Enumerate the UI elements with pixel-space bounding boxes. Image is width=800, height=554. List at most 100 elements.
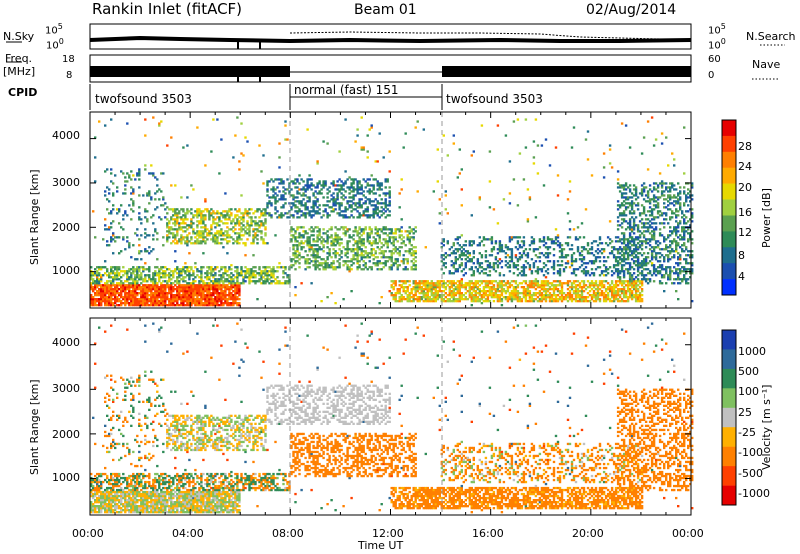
heatmap-cell bbox=[218, 292, 221, 295]
heatmap-cell bbox=[112, 272, 115, 275]
heatmap-cell bbox=[312, 238, 315, 241]
heatmap-cell bbox=[290, 258, 293, 261]
heatmap-cell bbox=[258, 224, 261, 227]
heatmap-cell bbox=[228, 208, 231, 211]
heatmap-cell bbox=[386, 204, 389, 207]
heatmap-cell bbox=[602, 176, 606, 179]
heatmap-cell bbox=[346, 252, 349, 255]
heatmap-cell bbox=[196, 288, 199, 291]
heatmap-cell bbox=[592, 274, 596, 277]
heatmap-cell bbox=[110, 270, 113, 273]
heatmap-cell bbox=[608, 148, 612, 151]
noise-right-tick-top: 105 bbox=[708, 22, 726, 37]
heatmap-cell bbox=[598, 292, 602, 295]
heatmap-cell bbox=[394, 298, 397, 301]
heatmap-cell bbox=[282, 206, 285, 209]
heatmap-cell bbox=[556, 244, 560, 247]
heatmap-cell bbox=[194, 276, 197, 279]
heatmap-cell bbox=[128, 278, 131, 281]
heatmap-cell bbox=[432, 282, 435, 285]
heatmap-cell bbox=[320, 240, 323, 243]
heatmap-cell bbox=[576, 296, 580, 299]
heatmap-cell bbox=[594, 250, 598, 253]
heatmap-cell bbox=[236, 282, 239, 285]
heatmap-cell bbox=[512, 266, 516, 269]
heatmap-cell bbox=[622, 300, 626, 303]
heatmap-cell bbox=[598, 300, 602, 303]
heatmap-cell bbox=[296, 228, 299, 231]
heatmap-cell bbox=[90, 276, 93, 279]
heatmap-cell bbox=[142, 292, 145, 295]
heatmap-cell bbox=[558, 244, 562, 247]
heatmap-cell bbox=[584, 138, 588, 141]
heatmap-cell bbox=[626, 282, 630, 285]
heatmap-cell bbox=[122, 266, 125, 269]
heatmap-cell bbox=[600, 294, 604, 297]
heatmap-cell bbox=[364, 256, 367, 259]
heatmap-cell bbox=[104, 218, 107, 221]
heatmap-cell bbox=[124, 296, 127, 299]
heatmap-cell bbox=[220, 298, 223, 301]
heatmap-cell bbox=[184, 272, 187, 275]
heatmap-cell bbox=[438, 286, 441, 289]
heatmap-cell bbox=[378, 262, 381, 265]
heatmap-cell bbox=[304, 212, 307, 215]
heatmap-cell bbox=[326, 196, 329, 199]
heatmap-cell bbox=[364, 208, 367, 211]
heatmap-cell bbox=[408, 300, 411, 303]
heatmap-cell bbox=[150, 280, 153, 283]
heatmap-cell bbox=[220, 284, 223, 287]
heatmap-cell bbox=[344, 118, 347, 121]
heatmap-cell bbox=[136, 294, 139, 297]
heatmap-cell bbox=[206, 300, 209, 303]
power-cbtick-8: 8 bbox=[738, 249, 745, 262]
heatmap-cell bbox=[170, 278, 173, 281]
heatmap-cell bbox=[458, 292, 461, 295]
heatmap-cell bbox=[204, 226, 207, 229]
heatmap-cell bbox=[398, 292, 401, 295]
heatmap-cell bbox=[384, 216, 387, 219]
heatmap-cell bbox=[132, 174, 135, 177]
freq-left-tick-top: 18 bbox=[62, 54, 75, 65]
heatmap-cell bbox=[172, 240, 175, 243]
heatmap-cell bbox=[132, 272, 135, 275]
heatmap-cell bbox=[406, 260, 409, 263]
heatmap-cell bbox=[500, 298, 504, 301]
heatmap-cell bbox=[516, 298, 520, 301]
heatmap-cell bbox=[190, 292, 193, 295]
heatmap-cell bbox=[278, 142, 281, 145]
heatmap-cell bbox=[226, 274, 229, 277]
heatmap-cell bbox=[478, 290, 481, 293]
heatmap-cell bbox=[130, 256, 133, 259]
heatmap-cell bbox=[298, 252, 301, 255]
heatmap-cell bbox=[380, 250, 383, 253]
heatmap-cell bbox=[210, 228, 213, 231]
heatmap-cell bbox=[166, 292, 169, 295]
heatmap-cell bbox=[322, 204, 325, 207]
heatmap-cell bbox=[440, 254, 443, 257]
heatmap-cell bbox=[504, 298, 508, 301]
heatmap-cell bbox=[460, 296, 463, 299]
heatmap-cell bbox=[624, 292, 628, 295]
heatmap-cell bbox=[122, 296, 125, 299]
heatmap-cell bbox=[470, 292, 473, 295]
heatmap-cell bbox=[222, 232, 225, 235]
heatmap-cell bbox=[408, 240, 411, 243]
heatmap-cell bbox=[414, 226, 417, 229]
heatmap-cell bbox=[128, 302, 131, 305]
heatmap-cell bbox=[210, 268, 213, 271]
heatmap-cell bbox=[134, 304, 137, 307]
heatmap-cell bbox=[466, 260, 469, 263]
heatmap-cell bbox=[192, 230, 195, 233]
heatmap-cell bbox=[182, 294, 185, 297]
heatmap-cell bbox=[122, 270, 125, 273]
heatmap-cell bbox=[418, 292, 421, 295]
heatmap-cell bbox=[508, 236, 512, 239]
heatmap-cell bbox=[428, 286, 431, 289]
heatmap-cell bbox=[500, 282, 504, 285]
heatmap-cell bbox=[460, 286, 463, 289]
heatmap-cell bbox=[182, 214, 185, 217]
heatmap-cell bbox=[240, 282, 243, 285]
heatmap-cell bbox=[530, 236, 534, 239]
heatmap-cell bbox=[420, 290, 423, 293]
